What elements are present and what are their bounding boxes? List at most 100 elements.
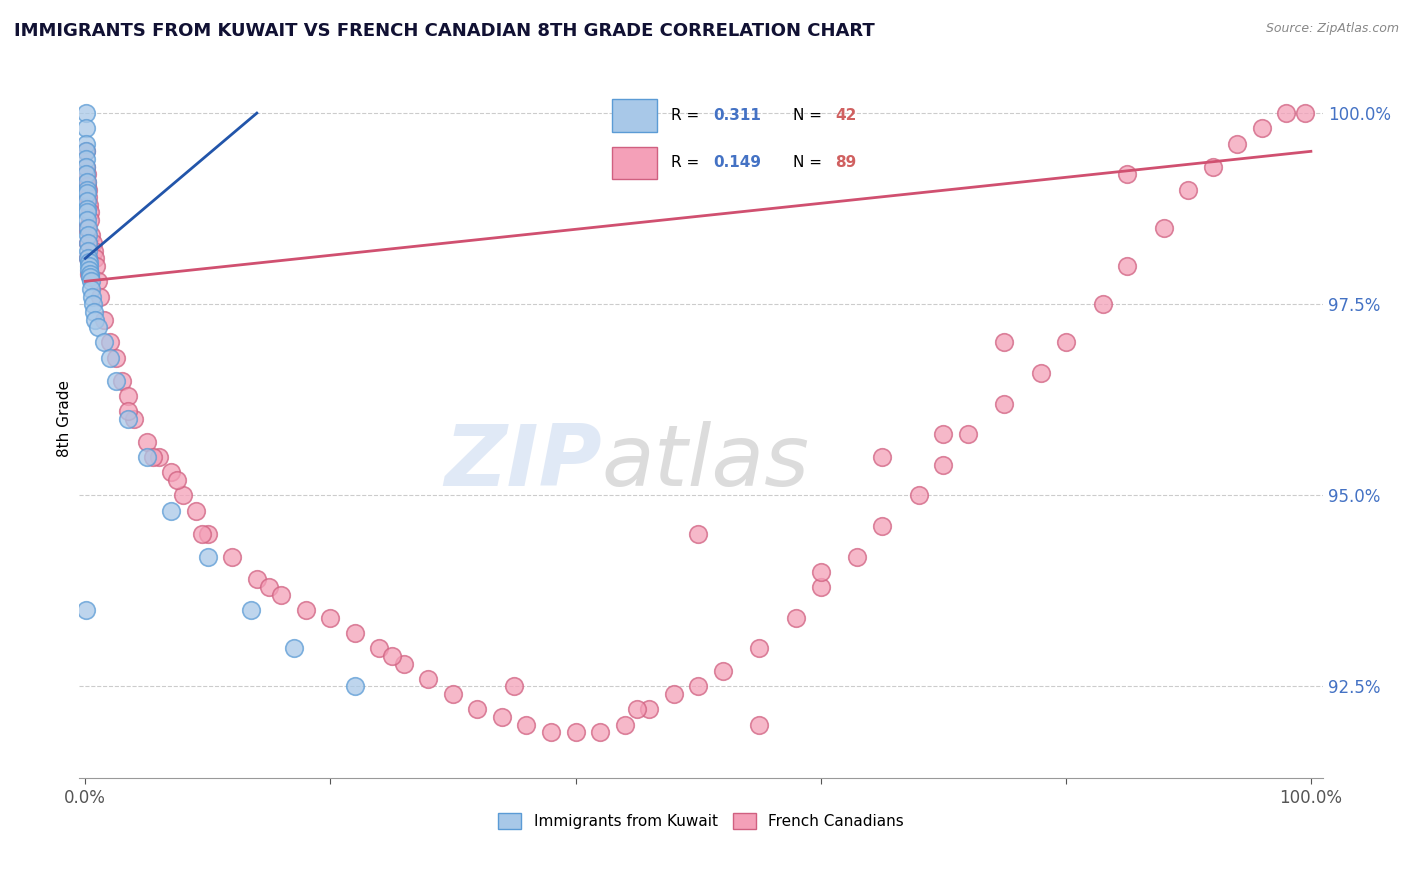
Point bbox=[75, 121, 97, 136]
Point bbox=[76, 202, 98, 216]
Point bbox=[785, 610, 807, 624]
Point bbox=[1153, 220, 1175, 235]
Point bbox=[491, 710, 513, 724]
Point bbox=[1250, 121, 1272, 136]
Point bbox=[76, 167, 98, 181]
Point bbox=[283, 641, 305, 656]
Point bbox=[77, 252, 100, 266]
Point bbox=[870, 450, 893, 464]
Point bbox=[75, 603, 97, 617]
Point bbox=[82, 236, 104, 251]
Point bbox=[686, 526, 709, 541]
Point bbox=[77, 259, 100, 273]
Point bbox=[239, 603, 262, 617]
Point bbox=[166, 473, 188, 487]
Point bbox=[83, 305, 105, 319]
Point bbox=[76, 194, 98, 208]
Point bbox=[80, 290, 103, 304]
Point bbox=[135, 434, 157, 449]
Point bbox=[135, 450, 157, 464]
Point bbox=[1116, 167, 1139, 181]
Point bbox=[75, 136, 97, 151]
Point bbox=[76, 175, 98, 189]
Point bbox=[77, 255, 100, 269]
Point bbox=[83, 244, 105, 258]
Point bbox=[846, 549, 869, 564]
Point bbox=[748, 717, 770, 731]
Point bbox=[932, 427, 955, 442]
Point bbox=[76, 220, 98, 235]
Y-axis label: 8th Grade: 8th Grade bbox=[58, 380, 72, 458]
Point bbox=[79, 270, 101, 285]
Point bbox=[93, 335, 115, 350]
Point bbox=[662, 687, 685, 701]
Point bbox=[117, 412, 139, 426]
Point bbox=[76, 228, 98, 243]
Point bbox=[76, 183, 98, 197]
Point bbox=[84, 259, 107, 273]
Point bbox=[172, 488, 194, 502]
Point bbox=[77, 244, 100, 258]
Point bbox=[810, 565, 832, 579]
Point bbox=[84, 312, 107, 326]
Point bbox=[467, 702, 489, 716]
Point bbox=[77, 198, 100, 212]
Point bbox=[343, 680, 366, 694]
Point bbox=[104, 351, 127, 365]
Point bbox=[441, 687, 464, 701]
Point bbox=[1031, 366, 1053, 380]
Point bbox=[98, 335, 121, 350]
Point bbox=[368, 641, 391, 656]
Point bbox=[77, 267, 100, 281]
Point bbox=[190, 526, 212, 541]
Point bbox=[76, 178, 98, 193]
Point bbox=[626, 702, 648, 716]
Point bbox=[76, 213, 98, 227]
Point bbox=[98, 351, 121, 365]
Point bbox=[564, 725, 586, 739]
Text: ZIP: ZIP bbox=[444, 420, 602, 503]
Point bbox=[104, 374, 127, 388]
Point bbox=[748, 641, 770, 656]
Point bbox=[956, 427, 979, 442]
Point bbox=[1177, 183, 1199, 197]
Legend: Immigrants from Kuwait, French Canadians: Immigrants from Kuwait, French Canadians bbox=[492, 807, 910, 835]
Point bbox=[75, 106, 97, 120]
Point bbox=[711, 664, 734, 678]
Point bbox=[117, 389, 139, 403]
Point bbox=[221, 549, 243, 564]
Point bbox=[686, 680, 709, 694]
Point bbox=[810, 580, 832, 594]
Point bbox=[160, 466, 183, 480]
Point bbox=[160, 503, 183, 517]
Point bbox=[638, 702, 661, 716]
Point bbox=[1202, 160, 1225, 174]
Point bbox=[117, 404, 139, 418]
Point bbox=[589, 725, 612, 739]
Point bbox=[76, 236, 98, 251]
Point bbox=[76, 160, 98, 174]
Text: Source: ZipAtlas.com: Source: ZipAtlas.com bbox=[1265, 22, 1399, 36]
Point bbox=[343, 626, 366, 640]
Point bbox=[75, 145, 97, 159]
Point bbox=[89, 290, 111, 304]
Text: atlas: atlas bbox=[602, 420, 810, 503]
Point bbox=[80, 274, 103, 288]
Point bbox=[79, 213, 101, 227]
Point bbox=[76, 183, 98, 197]
Point bbox=[1275, 106, 1298, 120]
Point bbox=[76, 186, 98, 201]
Point bbox=[907, 488, 929, 502]
Point bbox=[197, 526, 219, 541]
Point bbox=[76, 167, 98, 181]
Point bbox=[184, 503, 207, 517]
Point bbox=[319, 610, 342, 624]
Point bbox=[84, 252, 107, 266]
Point bbox=[1226, 136, 1249, 151]
Point bbox=[540, 725, 562, 739]
Point bbox=[1294, 106, 1316, 120]
Point bbox=[870, 519, 893, 533]
Point bbox=[86, 320, 108, 334]
Point bbox=[295, 603, 318, 617]
Point bbox=[77, 263, 100, 277]
